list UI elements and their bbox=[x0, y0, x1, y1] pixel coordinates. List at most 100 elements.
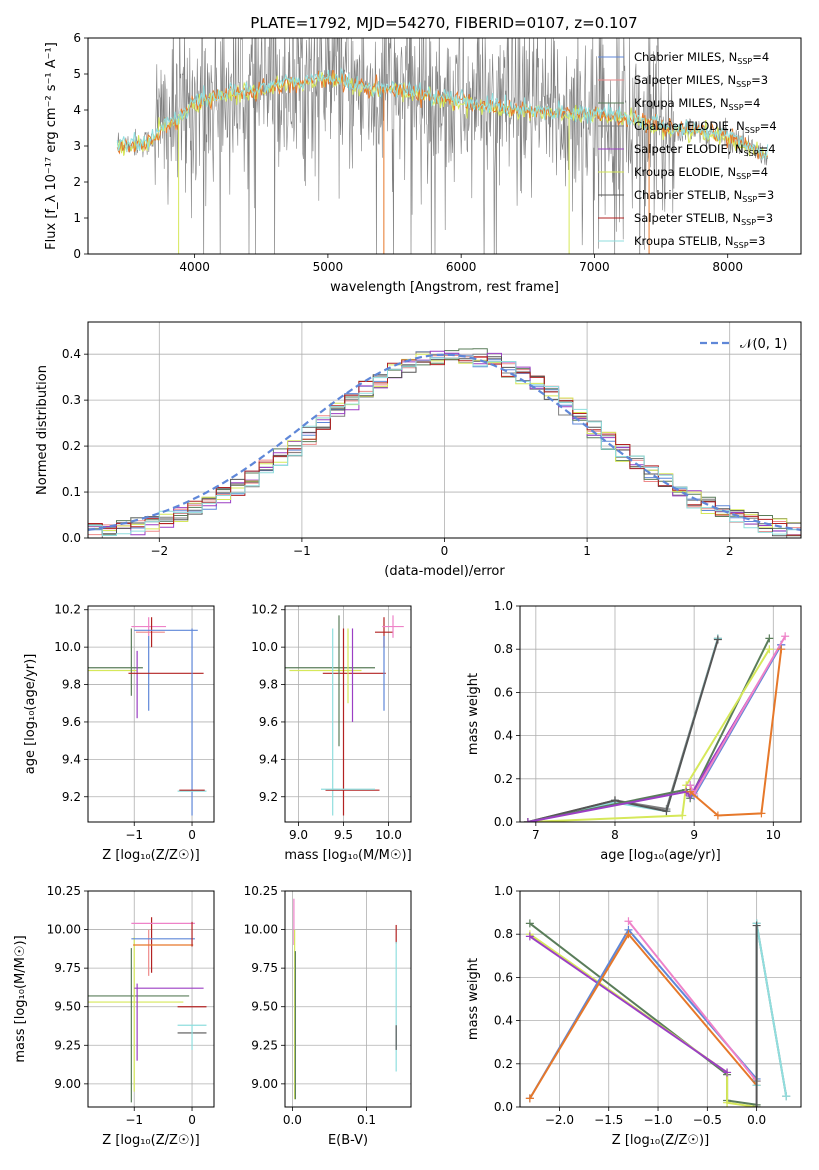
y-tick-label: 9.25 bbox=[251, 1038, 278, 1052]
series-point bbox=[610, 796, 619, 805]
chart-age-vs-mass: 9.0 9.5 10.0 9.2 9.4 9.6 9.8 10.0 10.2 mass [log₁… bbox=[251, 603, 411, 863]
series-point bbox=[752, 1103, 761, 1107]
y-tick-label: 6 bbox=[73, 31, 81, 45]
series-point bbox=[723, 1098, 732, 1107]
x-axis-label: Z [log₁₀(Z/Z☉)] bbox=[612, 1133, 709, 1148]
y-axis-label: Flux [f_λ 10⁻¹⁷ erg cm⁻² s⁻¹ A⁻¹] bbox=[44, 42, 59, 250]
x-tick-label: 2 bbox=[726, 544, 734, 558]
axes-frame bbox=[284, 605, 412, 823]
legend-label: Kroupa STELIB, NSSP=3 bbox=[634, 234, 765, 250]
x-tick-label: 9.5 bbox=[334, 828, 353, 842]
series-point bbox=[686, 787, 695, 796]
y-tick-label: 0.0 bbox=[62, 531, 81, 545]
x-tick-label: −1 bbox=[293, 544, 311, 558]
plot-area bbox=[88, 348, 801, 538]
series-point bbox=[525, 919, 534, 928]
plot-area bbox=[523, 632, 790, 822]
x-tick-label: −1 bbox=[125, 1113, 143, 1127]
series-point bbox=[782, 1092, 791, 1101]
y-tick-label: 1.0 bbox=[494, 884, 513, 898]
y-tick-label: 3 bbox=[73, 139, 81, 153]
y-axis-label: mass weight bbox=[466, 673, 481, 755]
x-axis-label: wavelength [Angstrom, rest frame] bbox=[330, 280, 559, 295]
y-tick-label: 0.2 bbox=[494, 1057, 513, 1071]
y-tick-label: 10.25 bbox=[244, 884, 278, 898]
y-tick-label: 10.2 bbox=[54, 603, 81, 617]
x-tick-label: 10 bbox=[766, 828, 781, 842]
y-tick-label: 0.4 bbox=[62, 347, 81, 361]
residual-histogram bbox=[88, 356, 801, 536]
y-tick-label: 9.2 bbox=[259, 790, 278, 804]
axes-frame bbox=[519, 605, 802, 823]
chart-mass-vs-Z: −1 0 9.00 9.25 9.50 9.75 10.00 10.25 Z [log₁₀(Z/… bbox=[13, 884, 215, 1148]
x-tick-label: −1.5 bbox=[594, 1113, 623, 1127]
plot-area bbox=[116, 38, 769, 254]
series-point bbox=[765, 645, 774, 654]
y-tick-label: 9.4 bbox=[62, 752, 81, 766]
x-axis-label: Z [log₁₀(Z/Z☉)] bbox=[102, 848, 199, 863]
y-tick-label: 0.6 bbox=[494, 685, 513, 699]
y-tick-label: 9.6 bbox=[259, 715, 278, 729]
y-tick-label: 0.6 bbox=[494, 970, 513, 984]
series-point bbox=[624, 930, 633, 939]
legend-label: 𝒩(0, 1) bbox=[740, 337, 787, 352]
x-tick-label: 8 bbox=[611, 828, 619, 842]
y-tick-label: 9.50 bbox=[54, 1000, 81, 1014]
y-tick-label: 0.3 bbox=[62, 393, 81, 407]
plot-area bbox=[285, 615, 404, 816]
y-tick-label: 9.8 bbox=[62, 678, 81, 692]
x-axis-label: E(B-V) bbox=[328, 1133, 368, 1148]
series-point bbox=[777, 645, 786, 654]
legend-label: Chabrier ELODIE, NSSP=4 bbox=[634, 119, 777, 135]
residual-histogram bbox=[88, 350, 801, 536]
y-tick-label: 0 bbox=[73, 247, 81, 261]
x-axis-label: age [log₁₀(age/yr)] bbox=[600, 848, 721, 863]
series-line bbox=[529, 935, 728, 1074]
y-tick-label: 2 bbox=[73, 175, 81, 189]
spectrum-legend: Chabrier MILES, NSSP=4 Salpeter MILES, NS… bbox=[598, 50, 777, 250]
x-axis-label: (data-model)/error bbox=[384, 564, 505, 579]
chart-residuals: −2 −1 0 1 2 0.0 0.1 0.2 0.3 0.4 (data-model)/error… bbox=[35, 321, 802, 579]
x-tick-label: 8000 bbox=[712, 260, 743, 274]
axes-frame bbox=[519, 890, 802, 1108]
legend-label: Kroupa ELODIE, NSSP=4 bbox=[634, 165, 768, 181]
x-tick-label: −2.0 bbox=[545, 1113, 574, 1127]
y-tick-label: 10.2 bbox=[251, 603, 278, 617]
series-point bbox=[624, 917, 633, 926]
legend-label: Chabrier MILES, NSSP=4 bbox=[634, 50, 769, 66]
chart-mass-vs-EBV: 0.0 0.1 9.00 9.25 9.50 9.75 10.00 10.25 E(B-V) bbox=[244, 884, 412, 1148]
y-tick-label: 0.4 bbox=[494, 729, 513, 743]
figure-title: PLATE=1792, MJD=54270, FIBERID=0107, z=0… bbox=[250, 14, 637, 32]
series-point bbox=[713, 635, 722, 644]
x-axis-label: Z [log₁₀(Z/Z☉)] bbox=[102, 1133, 199, 1148]
y-tick-label: 9.25 bbox=[54, 1038, 81, 1052]
y-axis-label: mass weight bbox=[466, 958, 481, 1040]
series-line bbox=[527, 648, 771, 822]
plot-area bbox=[293, 898, 397, 1100]
y-tick-label: 1.0 bbox=[494, 599, 513, 613]
legend-label: Salpeter STELIB, NSSP=3 bbox=[634, 211, 773, 227]
chart-mass-weight-vs-Z: −2.0 −1.5 −1.0 −0.5 0.0 0.0 0.2 0.4 0.6 0.8 1.0 Z [… bbox=[466, 884, 802, 1148]
axes-frame bbox=[87, 321, 802, 539]
y-tick-label: 0.8 bbox=[494, 927, 513, 941]
x-tick-label: 9.0 bbox=[289, 828, 308, 842]
x-tick-label: 0.0 bbox=[747, 1113, 766, 1127]
y-tick-label: 4 bbox=[73, 103, 81, 117]
x-tick-label: 10.0 bbox=[375, 828, 402, 842]
y-tick-label: 10.00 bbox=[244, 923, 278, 937]
chart-age-vs-Z: −1 0 9.2 9.4 9.6 9.8 10.0 10.2 Z [log₁₀(Z/Z☉)] ag… bbox=[23, 603, 215, 863]
y-tick-label: 9.00 bbox=[251, 1077, 278, 1091]
y-tick-label: 9.2 bbox=[62, 790, 81, 804]
x-tick-label: 0.0 bbox=[283, 1113, 302, 1127]
normal-curve bbox=[88, 353, 801, 531]
y-axis-label: Normed distribution bbox=[35, 365, 50, 495]
x-tick-label: 0 bbox=[441, 544, 449, 558]
axes-frame bbox=[87, 890, 215, 1108]
series-point bbox=[765, 634, 774, 643]
series-point bbox=[525, 1094, 534, 1103]
y-tick-label: 9.50 bbox=[251, 1000, 278, 1014]
y-tick-label: 0.2 bbox=[62, 439, 81, 453]
x-tick-label: 0 bbox=[188, 1113, 196, 1127]
chart-mass-weight-vs-age: 7 8 9 10 0.0 0.2 0.4 0.6 0.8 1.0 age [log₁₀(age/yr… bbox=[466, 599, 802, 863]
